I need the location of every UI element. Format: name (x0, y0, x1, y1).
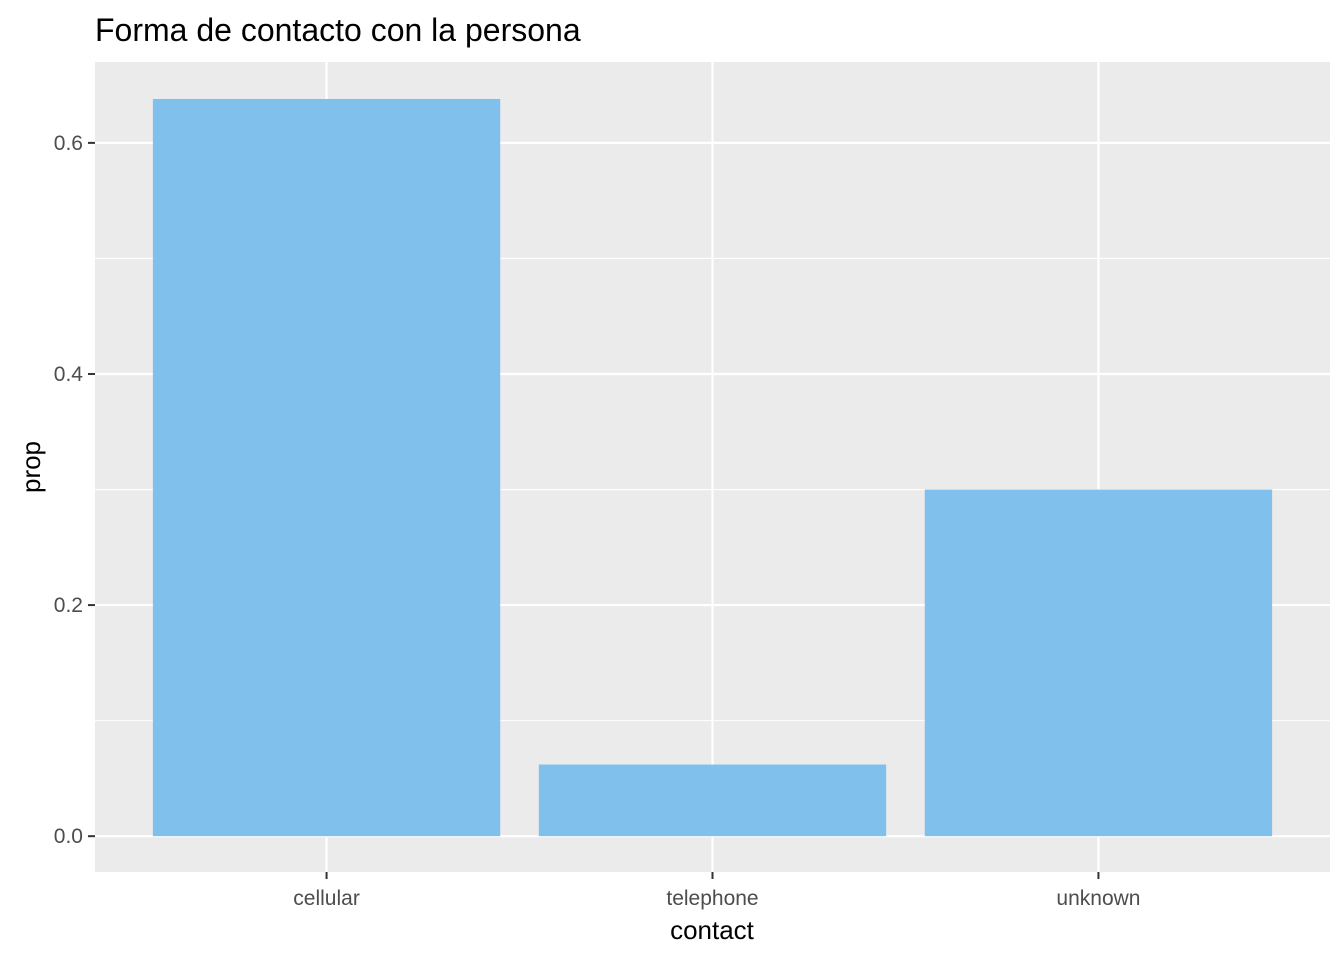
x-axis-title: contact (670, 915, 755, 945)
bar-cellular (152, 98, 501, 837)
bar-unknown (924, 489, 1273, 837)
y-tick-label: 0.6 (54, 132, 83, 155)
x-tick-label: telephone (666, 887, 758, 910)
y-axis: 0.0 0.2 0.4 0.6 (54, 132, 95, 848)
y-axis-title: prop (16, 441, 46, 493)
chart-title: Forma de contacto con la persona (95, 12, 581, 48)
y-tick-label: 0.2 (54, 594, 83, 617)
y-tick-label: 0.4 (54, 363, 84, 386)
bar-telephone (538, 764, 887, 837)
y-tick-label: 0.0 (54, 825, 83, 848)
x-tick-label: unknown (1056, 887, 1140, 910)
x-tick-label: cellular (293, 887, 360, 910)
bars (152, 98, 1273, 837)
x-axis: cellular telephone unknown (293, 872, 1140, 910)
